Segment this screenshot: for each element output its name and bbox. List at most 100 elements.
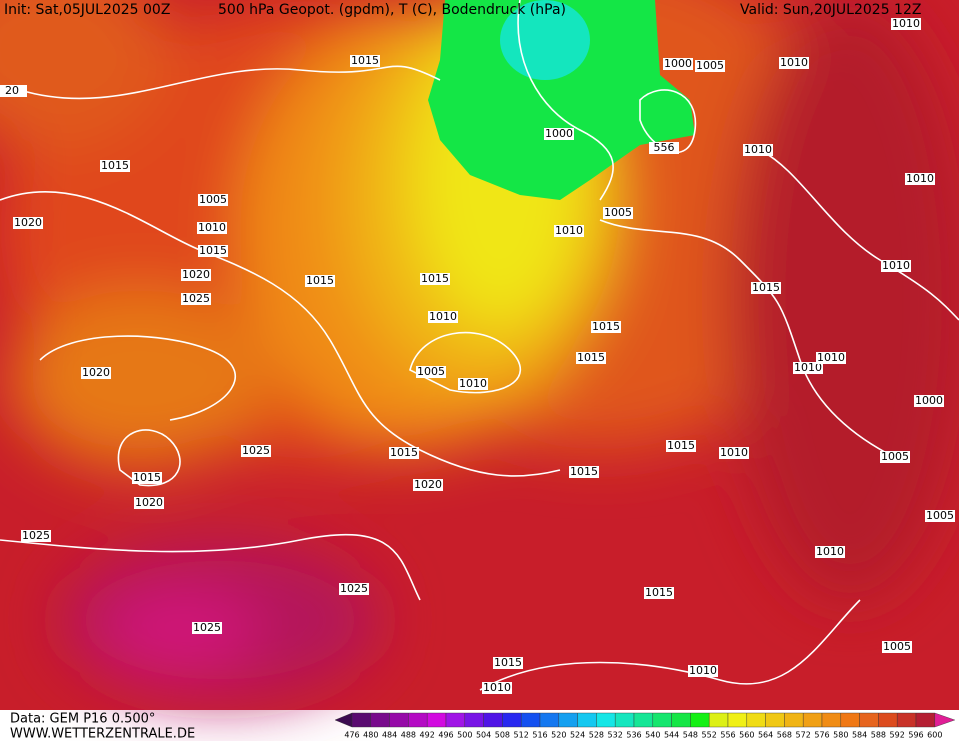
- isobar-label-box: [880, 451, 910, 463]
- isobar-label: 1015: [592, 320, 620, 333]
- colorbar-swatch: [445, 712, 465, 728]
- colorbar-swatch: [334, 712, 353, 728]
- colorbar-label: 568: [777, 731, 792, 740]
- isobar-label: 1010: [555, 224, 583, 237]
- isobar-label: 1015: [494, 656, 522, 669]
- isobar-label-box: [198, 194, 228, 206]
- colorbar-label: 496: [438, 731, 453, 740]
- colorbar-swatch: [558, 712, 578, 728]
- isobar-label: 1015: [199, 244, 227, 257]
- isobar-label-box: [649, 142, 679, 154]
- isobar-label-box: [576, 352, 606, 364]
- isobar-label: 1015: [133, 471, 161, 484]
- colorbar-label: 488: [401, 731, 416, 740]
- isobar-label-box: [13, 217, 43, 229]
- colorbar-label: 524: [570, 731, 585, 740]
- colorbar-swatch: [615, 712, 635, 728]
- colorbar-swatch: [351, 712, 371, 728]
- isobar-label-box: [192, 622, 222, 634]
- isobar-label: 1005: [417, 365, 445, 378]
- isobar-label-box: [134, 497, 164, 509]
- isobar-label: 1010: [198, 221, 226, 234]
- isobar-label: 1010: [720, 446, 748, 459]
- isobar-label: 1015: [306, 274, 334, 287]
- isobar-label-box: [0, 85, 27, 97]
- colorbar-swatch: [408, 712, 428, 728]
- isobar-label-box: [793, 362, 823, 374]
- isobar-label: 1020: [135, 496, 163, 509]
- isobar-label: 1025: [340, 582, 368, 595]
- isobar-label: 556: [654, 141, 675, 154]
- isobar-label: 1010: [817, 351, 845, 364]
- isobar-label: 1005: [881, 450, 909, 463]
- isobar-label-box: [198, 245, 228, 257]
- colorbar-swatch: [709, 712, 729, 728]
- isobar-label-box: [420, 273, 450, 285]
- isobar-label-box: [663, 58, 693, 70]
- isobar-label-box: [132, 472, 162, 484]
- colorbar-label: 516: [532, 731, 547, 740]
- colorbar-swatch: [389, 712, 409, 728]
- colorbar-swatch: [370, 712, 390, 728]
- isobar-label: 1010: [483, 681, 511, 694]
- isobar-label-box: [591, 321, 621, 333]
- colorbar-label: 480: [363, 731, 378, 740]
- colorbar-swatch: [596, 712, 616, 728]
- isobar-label-box: [339, 583, 369, 595]
- colorbar-label: 500: [457, 731, 472, 740]
- isobar-label: 1015: [577, 351, 605, 364]
- isobar-label-box: [882, 641, 912, 653]
- colorbar-swatch: [878, 712, 898, 728]
- colorbar-label: 504: [476, 731, 491, 740]
- colorbar-label: 572: [796, 731, 811, 740]
- isobar-label: 20: [5, 84, 19, 97]
- isobar-label-box: [197, 222, 227, 234]
- isobar-label-box: [544, 128, 574, 140]
- colorbar-swatch: [464, 712, 484, 728]
- isobar-label: 1010: [744, 143, 772, 156]
- isobar-label-box: [482, 682, 512, 694]
- isobar-label-box: [743, 144, 773, 156]
- isobar-label: 1025: [242, 444, 270, 457]
- isobars: [0, 0, 959, 691]
- colorbar-label: 592: [890, 731, 905, 740]
- isobar-label: 1025: [193, 621, 221, 634]
- colorbar-label: 584: [852, 731, 867, 740]
- colorbar-swatch: [727, 712, 747, 728]
- colorbar-swatch: [690, 712, 710, 728]
- colorbar-label: 564: [758, 731, 773, 740]
- colorbar-swatch: [577, 712, 597, 728]
- colorbar-swatch: [539, 712, 559, 728]
- isobar-label-box: [891, 18, 921, 30]
- isobar-label: 1010: [780, 56, 808, 69]
- isobar-label: 1010: [794, 361, 822, 374]
- colorbar-swatch: [483, 712, 503, 728]
- colorbar-swatch: [784, 712, 804, 728]
- data-source: Data: GEM P16 0.500°: [10, 712, 155, 727]
- colorbar-label: 544: [664, 731, 679, 740]
- isobar-label-box: [416, 366, 446, 378]
- isobar-label-box: [389, 447, 419, 459]
- colorbar-label: 580: [833, 731, 848, 740]
- colorbar-label: 484: [382, 731, 397, 740]
- isobar-label: 1000: [664, 57, 692, 70]
- isobar-label: 1015: [752, 281, 780, 294]
- colorbar-swatch: [934, 712, 956, 728]
- isobar-label-box: [815, 546, 845, 558]
- isobar-label: 1025: [182, 292, 210, 305]
- isobar-label: 1015: [390, 446, 418, 459]
- colorbar-label: 536: [626, 731, 641, 740]
- isobar-label-box: [100, 160, 130, 172]
- isobar-label: 1020: [182, 268, 210, 281]
- isobar-label-box: [925, 510, 955, 522]
- isobar-label-box: [881, 260, 911, 272]
- valid-time: Valid: Sun,20JUL2025 12Z: [740, 2, 921, 18]
- isobar-label: 1005: [199, 193, 227, 206]
- isobar-label-box: [644, 587, 674, 599]
- colorbar-label: 540: [645, 731, 660, 740]
- isobar-label-box: [554, 225, 584, 237]
- colorbar-swatch: [671, 712, 691, 728]
- isobar-label: 1015: [421, 272, 449, 285]
- colorbar-label: 476: [344, 731, 359, 740]
